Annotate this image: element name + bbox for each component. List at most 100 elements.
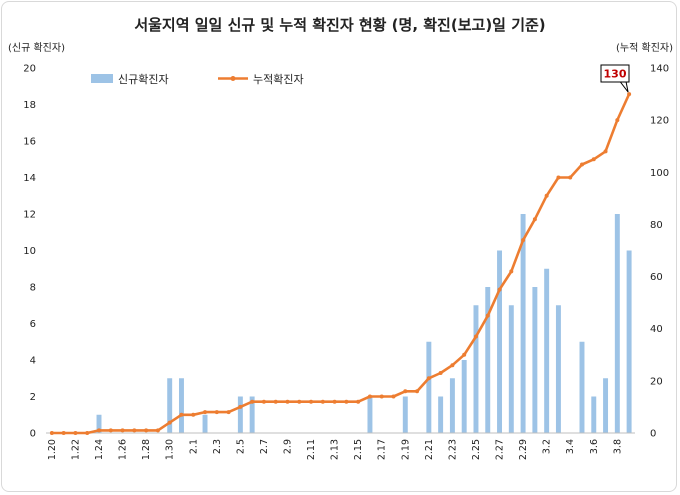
cumulative-point	[356, 399, 361, 404]
cumulative-point	[203, 410, 208, 415]
cumulative-point	[438, 371, 443, 376]
cumulative-point	[273, 399, 278, 404]
x-tick-label: 3.2	[542, 439, 553, 454]
bar	[237, 396, 243, 433]
right-tick-label: 120	[650, 116, 669, 127]
left-tick-label: 0	[30, 429, 36, 440]
cumulative-point	[556, 175, 561, 180]
bar	[544, 268, 550, 433]
right-tick-label: 40	[650, 324, 663, 335]
x-tick-label: 2.13	[330, 439, 341, 460]
bar	[579, 341, 585, 433]
cumulative-point	[85, 431, 90, 435]
cumulative-point	[450, 363, 455, 368]
cumulative-point	[473, 334, 478, 339]
x-tick-label: 3.6	[589, 439, 600, 454]
right-tick-label: 100	[650, 168, 669, 179]
x-tick-label: 2.23	[447, 439, 458, 460]
annotation-callout-tail	[618, 81, 629, 93]
cumulative-point	[120, 428, 125, 433]
left-tick-label: 6	[30, 319, 36, 330]
cumulative-point	[615, 118, 620, 123]
bar	[508, 305, 514, 433]
cumulative-point	[485, 313, 490, 318]
bar	[449, 378, 455, 433]
cumulative-point	[49, 431, 54, 435]
cumulative-point	[61, 431, 66, 435]
bar	[178, 378, 184, 433]
left-tick-label: 10	[23, 246, 36, 257]
cumulative-point	[332, 399, 337, 404]
x-tick-label: 2.9	[282, 439, 293, 454]
annotation-callout: 130	[600, 64, 630, 93]
cumulative-point	[320, 399, 325, 404]
cumulative-point	[521, 238, 526, 243]
cumulative-point	[627, 92, 632, 97]
left-tick-label: 2	[30, 392, 36, 403]
left-axis-title: (신규 확진자)	[8, 42, 65, 54]
cumulative-point	[214, 410, 219, 415]
bar	[402, 396, 408, 433]
left-tick-label: 4	[30, 356, 36, 367]
cumulative-point	[509, 269, 514, 274]
cumulative-point	[426, 376, 431, 381]
right-tick-label: 20	[650, 376, 663, 387]
cumulative-point	[144, 428, 149, 433]
left-tick-label: 12	[23, 210, 36, 221]
cumulative-point	[603, 149, 608, 154]
cumulative-point	[297, 399, 302, 404]
bar	[438, 396, 444, 433]
cumulative-point	[167, 420, 172, 425]
left-tick-label: 18	[23, 100, 36, 111]
legend: 신규확진자 누적확진자	[91, 73, 304, 86]
bar	[520, 214, 526, 433]
x-tick-label: 2.17	[377, 439, 388, 460]
cumulative-point	[579, 162, 584, 167]
bar	[485, 287, 491, 433]
x-tick-label: 2.5	[235, 439, 246, 454]
legend-marker-cumulative	[230, 76, 236, 81]
cumulative-point	[285, 399, 290, 404]
x-tick-label: 2.3	[212, 439, 223, 454]
bar	[603, 378, 609, 433]
cumulative-point	[497, 287, 502, 292]
x-tick-label: 2.15	[353, 439, 364, 460]
bar	[473, 305, 479, 433]
bar	[461, 360, 467, 433]
x-tick-label: 2.11	[306, 439, 317, 460]
cumulative-point	[391, 394, 396, 399]
bar	[426, 341, 432, 433]
cumulative-point	[238, 404, 243, 409]
x-tick-label: 2.25	[471, 439, 482, 460]
cumulative-point	[261, 399, 266, 404]
chart-title: 서울지역 일일 신규 및 누적 확진자 현황 (명, 확진(보고)일 기준)	[134, 16, 545, 34]
bar	[367, 396, 373, 433]
cumulative-point	[462, 352, 467, 357]
cumulative-point	[568, 175, 573, 180]
cumulative-line	[51, 93, 631, 435]
right-tick-label: 0	[650, 429, 656, 440]
right-tick-label: 60	[650, 272, 663, 283]
x-tick-label: 1.26	[118, 439, 129, 460]
x-tick-label: 2.27	[495, 439, 506, 460]
x-tick-label: 2.29	[518, 439, 529, 460]
x-tick-label: 2.1	[188, 439, 199, 454]
bar	[532, 287, 538, 433]
bar	[96, 414, 102, 433]
bar	[614, 214, 620, 433]
legend-label-new-cases: 신규확진자	[118, 73, 169, 86]
x-tick-label: 2.7	[259, 439, 270, 454]
annotation-value: 130	[604, 68, 627, 81]
bar	[555, 305, 561, 433]
right-tick-label: 140	[650, 64, 669, 75]
x-tick-label: 1.30	[165, 439, 176, 460]
cumulative-point	[403, 389, 408, 394]
cumulative-point	[191, 412, 196, 417]
x-tick-label: 3.4	[565, 439, 576, 454]
left-tick-label: 16	[23, 137, 36, 148]
x-tick-label: 1.28	[141, 439, 152, 460]
cumulative-point	[367, 394, 372, 399]
annotation-callout-box	[600, 64, 630, 83]
x-tick-label: 1.22	[70, 439, 81, 460]
